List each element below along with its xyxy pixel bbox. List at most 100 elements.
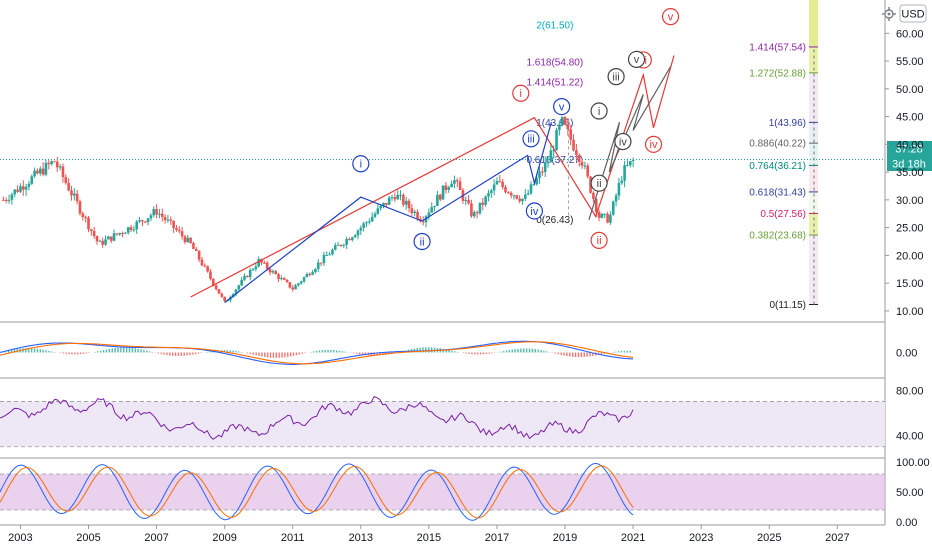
price-tick-label: 40.00 [896,139,924,151]
wave-label-circle [522,130,540,148]
candle-body [282,278,286,280]
wave-label: ii [413,232,431,251]
candle-body [50,161,53,165]
candle-body [512,195,516,197]
candle-body [243,275,246,280]
candle-body [175,228,178,230]
time-tick-label: 2021 [621,532,645,544]
candle-body [390,197,394,199]
candle-body [438,194,442,200]
candle-body [441,185,445,200]
candle-body [331,249,334,255]
currency-button[interactable]: USD [899,4,927,23]
candle-body [257,259,260,267]
price-tick-label: 25.00 [896,223,924,235]
fib-extension-label: 0.618(37.27) [526,155,583,166]
candle-body [603,213,607,215]
candle-body [379,206,382,209]
candle-body [359,227,363,231]
candle-body [44,162,48,175]
wave-label-text: iii [527,134,534,146]
candle-body [107,236,110,240]
candle-body [254,266,258,270]
candle-body [427,212,431,217]
candle-body [294,285,297,290]
candle-body [316,262,320,269]
candle-body [237,285,241,290]
candle-body [36,170,39,174]
candle-body [543,162,547,172]
candle-body [569,129,573,140]
candle-body [614,195,618,202]
candle-body [169,219,173,221]
candle-body [24,186,28,190]
candle-body [246,275,249,278]
candle-body [541,171,544,173]
candle-body [271,271,275,273]
candle-body [206,266,209,272]
candle-body [160,213,164,217]
wave-label-circle [614,132,632,151]
candle-body [575,150,578,155]
candle-body [617,183,621,196]
candle-body [495,181,499,185]
candle-body [336,244,340,246]
candle-body [362,223,365,228]
candle-body [124,232,127,234]
candle-body [149,215,153,219]
candle-body [214,285,218,290]
candle-body [67,182,70,191]
candle-body [385,202,388,205]
candle-body [416,211,419,219]
candle-body [192,242,195,249]
candle-body [248,270,252,278]
candle-body [200,259,204,266]
axes-layer: 10.00 15.00 20.00 25.00 30.00 35.00 40.00 45.00… [8,28,929,544]
candle-body [430,207,434,213]
candle-body [549,150,553,163]
candle-body [288,282,292,288]
candle-body [370,216,374,222]
candle-body [203,265,207,267]
candle-body [560,117,564,125]
wave-label-text: v [559,101,565,113]
gear-icon[interactable] [882,7,896,21]
candle-body [421,221,425,223]
candle-body [152,209,156,216]
candle-body [112,233,116,241]
fib-extension-label: 1(43.96) [536,118,573,129]
candle-body [597,212,601,218]
candle-body [552,150,555,152]
time-tick-label: 2009 [212,532,236,544]
candle-body [455,180,459,182]
candle-body [260,259,263,263]
candle-body [280,278,283,280]
elliott-wave-layer: iiiiiiivviiiiiiivviiiiiiivv [190,8,680,304]
candle-body [481,202,485,205]
candle-body [78,201,82,214]
candle-body [55,161,59,168]
candle-body [322,254,326,264]
candle-body [197,250,201,260]
bar-countdown: 3d 18h [892,159,926,171]
candle-body [58,166,62,168]
wave-label-text: v [634,54,640,66]
fib-band [809,165,818,192]
fib-extension-label: 1.618(54.80) [526,58,583,69]
wave-label: iii [522,130,540,148]
wave-label: iv [644,135,663,153]
candle-body [166,219,170,221]
candle-body [611,201,615,215]
stoch-k-line [0,462,634,521]
candle-body [129,227,133,230]
wave-label-circle [525,202,544,220]
candle-body [609,214,612,223]
time-tick-label: 2025 [757,532,781,544]
candle-body [64,177,68,183]
candle-body [447,187,451,190]
gray-minute-count [588,66,672,220]
candle-body [305,273,309,278]
candle-body [515,195,519,199]
